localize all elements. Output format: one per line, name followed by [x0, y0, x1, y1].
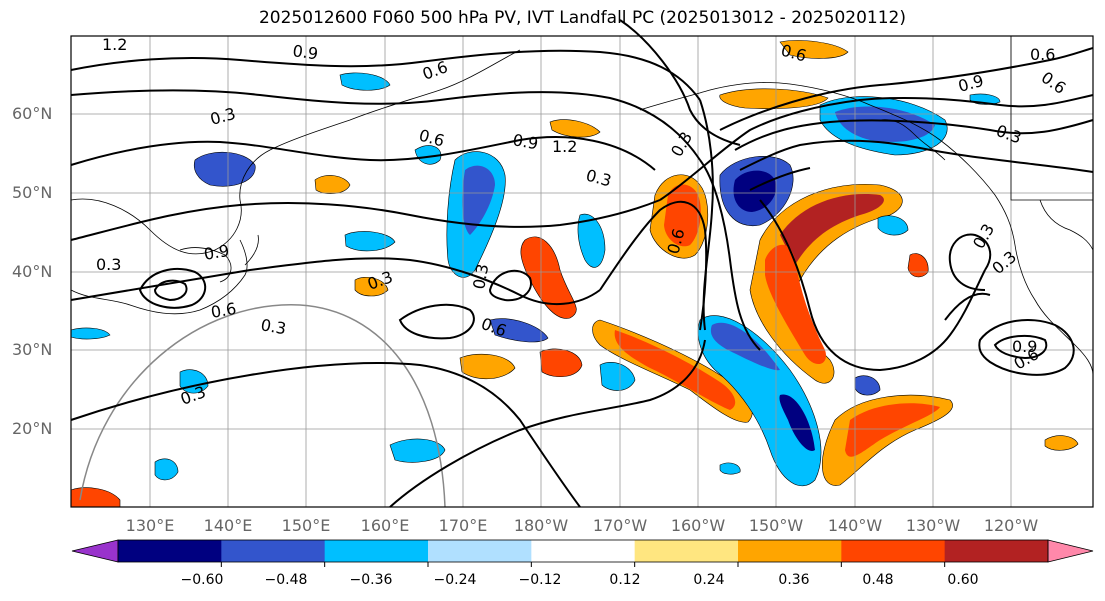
colorbar-extend-max [1047, 539, 1094, 563]
shade-pos-7 [459, 353, 516, 380]
shade-neg-8 [339, 72, 391, 91]
shade-neg-19 [719, 462, 741, 475]
contour-label: 0.6 [209, 299, 237, 322]
lon-label: 120°W [983, 516, 1039, 535]
lat-label: 40°N [12, 262, 53, 281]
shade-neg-15 [877, 215, 909, 236]
colorbar-swatch [738, 540, 842, 562]
shade-pos-13 [1044, 435, 1079, 451]
shade-pos-11 [314, 175, 351, 194]
projection-circle [79, 304, 446, 508]
colorbar-tick: 0.12 [609, 572, 641, 588]
shade-neg-16 [854, 375, 881, 396]
shade-neg-1-core [733, 170, 777, 212]
contour-label: 0.9 [511, 130, 539, 153]
lon-label: 150°W [748, 516, 804, 535]
lat-label: 20°N [12, 419, 53, 438]
lon-label: 170°E [438, 516, 488, 535]
lon-label: 160°E [360, 516, 410, 535]
colorbar-tick: −0.48 [264, 572, 308, 588]
contour-label: 0.3 [469, 262, 492, 290]
colorbar-tick: 0.24 [693, 572, 725, 588]
contour-label-group: 1.2 0.9 0.6 0.3 0.3 0.6 0.9 1.2 0.3 0.6 … [96, 35, 1069, 409]
plot-frame [70, 35, 1094, 508]
shade-pos-6 [539, 348, 583, 378]
contour-label: 0.9 [202, 241, 230, 264]
shade-neg-3-core2 [779, 394, 815, 451]
contour-label: 0.3 [259, 315, 287, 338]
lon-label: 130°E [125, 516, 175, 535]
shade-pos-5-core [845, 403, 940, 457]
colorbar-tick: 0.36 [778, 572, 810, 588]
contour-label: 0.9 [1012, 337, 1037, 356]
shade-neg-17 [70, 327, 111, 340]
shade-pos-3 [520, 236, 577, 319]
lon-label: 140°W [827, 516, 883, 535]
shade-pos-9 [549, 119, 601, 138]
pv-contours [70, 19, 1094, 508]
shade-pos-8 [719, 88, 829, 109]
colorbar-tick: 0.48 [862, 572, 894, 588]
shade-pos-2-mid [765, 244, 826, 365]
shade-pos-1-core [664, 184, 701, 247]
colorbar-swatch [118, 540, 222, 562]
colorbar-swatch [531, 540, 636, 562]
shade-neg-4-core [462, 165, 495, 235]
colorbar-tick: −0.12 [518, 572, 562, 588]
colorbar-tick: −0.60 [180, 572, 224, 588]
shade-neg-6 [193, 151, 256, 187]
gridlines [71, 36, 1093, 507]
shade-neg-12 [389, 438, 446, 463]
colorbar-swatch [634, 540, 739, 562]
contour-label: 0.3 [96, 255, 121, 274]
shade-neg-10 [577, 213, 606, 268]
lat-label: 60°N [12, 104, 53, 123]
contour-label: 1.2 [552, 137, 577, 156]
lon-label: 160°W [670, 516, 726, 535]
colorbar-swatch [841, 540, 946, 562]
lon-label: 130°W [905, 516, 961, 535]
shade-pos-10 [779, 40, 849, 59]
chart-title: 2025012600 F060 500 hPa PV, IVT Landfall… [258, 8, 906, 28]
colorbar-swatch [324, 540, 429, 562]
contour-label: 0.6 [1030, 45, 1055, 64]
colorbar [71, 539, 1094, 567]
colorbar-swatch [221, 540, 326, 562]
contour-label: 1.2 [102, 35, 127, 54]
shade-pos-15 [70, 487, 121, 508]
colorbar-tick: −0.24 [433, 572, 477, 588]
shade-pos-12 [354, 277, 389, 297]
shade-neg-13 [154, 458, 179, 481]
shade-neg-5 [414, 145, 442, 165]
shade-neg-7 [344, 231, 396, 252]
lon-label: 150°E [281, 516, 331, 535]
colorbar-swatch [944, 540, 1049, 562]
colorbar-swatch [428, 540, 532, 562]
lon-label: 140°E [203, 516, 253, 535]
shade-neg-2-core [835, 106, 935, 142]
shade-neg-3-core [710, 322, 780, 371]
shade-neg-9 [489, 318, 549, 343]
colorbar-extend-min [71, 539, 119, 563]
lat-label: 50°N [12, 183, 53, 202]
shade-pos-2-core [780, 194, 884, 265]
coastlines [70, 36, 1094, 376]
lon-label: 180°W [513, 516, 569, 535]
lon-label: 170°W [592, 516, 648, 535]
contour-label: 0.9 [291, 41, 319, 63]
colorbar-tick: 0.60 [947, 572, 979, 588]
lat-label: 30°N [12, 340, 53, 359]
colorbar-tick: −0.36 [349, 572, 393, 588]
shade-neg-11 [599, 361, 636, 391]
colorbar-frame [117, 539, 1049, 563]
shade-neg-3 [697, 315, 822, 487]
